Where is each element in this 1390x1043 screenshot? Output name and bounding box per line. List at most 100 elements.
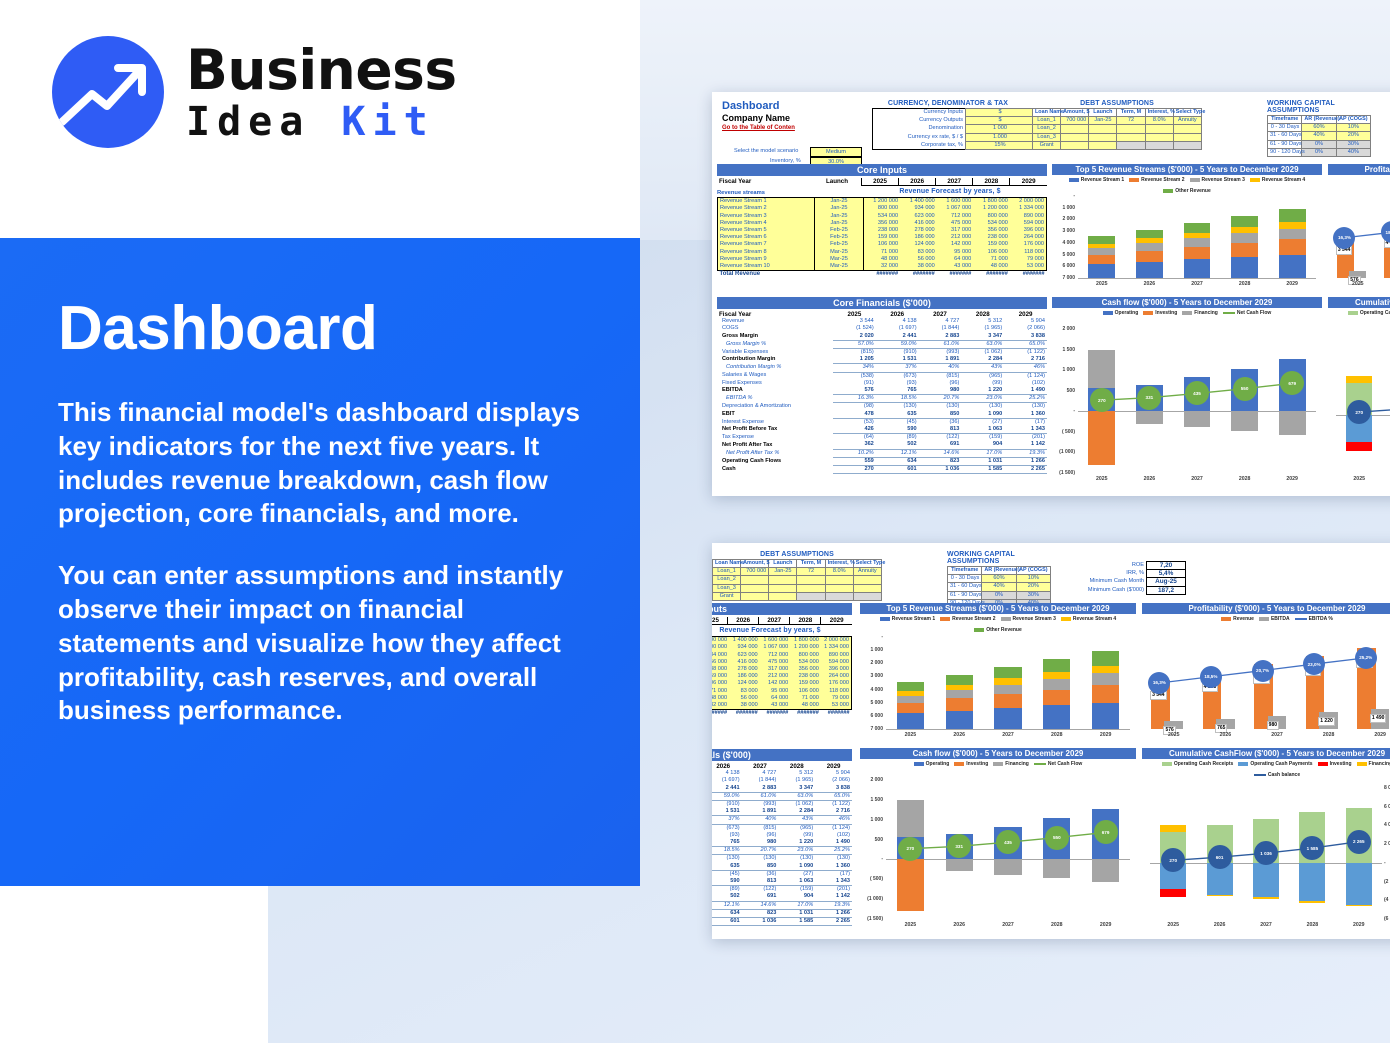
debt-cell[interactable]: Grant	[1031, 140, 1062, 151]
revenue-stream-value[interactable]: 71 000	[790, 694, 821, 703]
debt-cell[interactable]: 8.0%	[824, 567, 854, 577]
revenue-stream-name[interactable]: Revenue Stream 1	[717, 197, 815, 206]
wc-cell[interactable]: 10%	[1335, 123, 1372, 133]
revenue-stream-value[interactable]: 2 000 000	[820, 636, 852, 645]
currency-row-value[interactable]: 15%	[965, 140, 1035, 151]
currency-row-value[interactable]: 1 000	[965, 124, 1035, 134]
wc-cell[interactable]: 0%	[1301, 147, 1337, 158]
wc-cell[interactable]: 40%	[981, 582, 1017, 592]
revenue-stream-value[interactable]: 1 800 000	[790, 636, 821, 645]
revenue-stream-value[interactable]: 106 000	[790, 687, 821, 695]
revenue-stream-value[interactable]: 56 000	[729, 694, 760, 703]
revenue-stream-value[interactable]: 95 000	[936, 248, 974, 256]
wc-cell[interactable]: 0%	[1301, 139, 1337, 149]
debt-cell[interactable]	[824, 583, 854, 593]
revenue-stream-value[interactable]: 142 000	[759, 680, 791, 688]
revenue-stream-value[interactable]: 53 000	[820, 702, 852, 711]
debt-cell[interactable]	[1088, 124, 1118, 134]
revenue-stream-value[interactable]: 264 000	[820, 673, 852, 681]
revenue-stream-name[interactable]: Revenue Stream 3	[717, 212, 815, 220]
revenue-stream-value[interactable]: 79 000	[1009, 255, 1047, 264]
revenue-stream-value[interactable]: 475 000	[759, 658, 791, 667]
revenue-stream-value[interactable]: 475 000	[936, 219, 974, 228]
revenue-stream-value[interactable]: 800 000	[790, 651, 821, 659]
revenue-stream-launch[interactable]: Jan-25	[814, 205, 864, 213]
revenue-stream-value[interactable]: 623 000	[900, 212, 937, 220]
revenue-stream-value[interactable]: 43 000	[759, 702, 791, 711]
revenue-stream-value[interactable]: 534 000	[790, 658, 821, 667]
revenue-stream-value[interactable]: 534 000	[712, 651, 730, 659]
debt-cell[interactable]	[768, 575, 798, 585]
debt-cell[interactable]: Loan_3	[712, 583, 742, 593]
revenue-stream-value[interactable]: 124 000	[729, 680, 760, 688]
debt-cell[interactable]: Loan_3	[1031, 132, 1062, 142]
revenue-stream-value[interactable]: 396 000	[820, 666, 852, 674]
debt-cell[interactable]	[824, 591, 854, 602]
revenue-stream-value[interactable]: 800 000	[973, 212, 1010, 220]
revenue-stream-value[interactable]: 64 000	[936, 255, 974, 264]
revenue-stream-name[interactable]: Revenue Stream 5	[717, 227, 815, 235]
revenue-stream-value[interactable]: 317 000	[759, 666, 791, 674]
revenue-stream-value[interactable]: 186 000	[900, 234, 937, 242]
scenario-value[interactable]: Medium	[810, 147, 862, 157]
debt-cell[interactable]	[796, 575, 826, 585]
debt-cell[interactable]	[852, 591, 883, 602]
debt-cell[interactable]: Jan-25	[1088, 116, 1118, 126]
wc-cell[interactable]: 60%	[1301, 123, 1337, 133]
revenue-stream-value[interactable]: 1 600 000	[936, 197, 974, 206]
revenue-stream-value[interactable]: 118 000	[820, 687, 852, 695]
revenue-stream-value[interactable]: 95 000	[759, 687, 791, 695]
table-of-contents-link[interactable]: Go to the Table of Conten	[722, 125, 795, 131]
wc-cell[interactable]: 20%	[1335, 131, 1372, 141]
debt-cell[interactable]: Annuity	[852, 567, 883, 577]
debt-cell[interactable]	[768, 583, 798, 593]
debt-cell[interactable]	[1172, 132, 1203, 142]
revenue-stream-value[interactable]: 212 000	[936, 234, 974, 242]
revenue-stream-value[interactable]: 83 000	[900, 248, 937, 256]
revenue-stream-value[interactable]: 71 000	[973, 255, 1010, 264]
revenue-stream-value[interactable]: 186 000	[729, 673, 760, 681]
revenue-stream-value[interactable]: 1 067 000	[936, 205, 974, 213]
revenue-stream-value[interactable]: 106 000	[863, 241, 901, 249]
revenue-stream-value[interactable]: 1 400 000	[900, 197, 937, 206]
debt-cell[interactable]	[1144, 132, 1174, 142]
revenue-stream-launch[interactable]: Mar-25	[814, 248, 864, 256]
revenue-stream-value[interactable]: 159 000	[973, 241, 1010, 249]
revenue-stream-value[interactable]: 71 000	[863, 248, 901, 256]
debt-cell[interactable]	[1116, 124, 1146, 134]
revenue-stream-value[interactable]: 1 200 000	[712, 636, 730, 645]
revenue-stream-name[interactable]: Revenue Stream 8	[717, 248, 815, 256]
currency-row-value[interactable]: 1.000	[965, 132, 1035, 142]
debt-cell[interactable]	[852, 575, 883, 585]
revenue-stream-value[interactable]: 534 000	[863, 212, 901, 220]
revenue-stream-value[interactable]: 890 000	[1009, 212, 1047, 220]
currency-row-value[interactable]: $	[965, 107, 1035, 118]
revenue-stream-value[interactable]: 1 800 000	[973, 197, 1010, 206]
debt-cell[interactable]	[740, 591, 770, 602]
revenue-stream-launch[interactable]: Jan-25	[814, 197, 864, 206]
debt-cell[interactable]: 700 000	[1060, 116, 1090, 126]
wc-cell[interactable]: 20%	[1015, 582, 1052, 592]
revenue-stream-value[interactable]: 106 000	[712, 680, 730, 688]
debt-cell[interactable]: Loan_1	[1031, 116, 1062, 126]
revenue-stream-value[interactable]: 356 000	[790, 666, 821, 674]
currency-row-value[interactable]: $	[965, 116, 1035, 126]
revenue-stream-value[interactable]: 712 000	[936, 212, 974, 220]
revenue-stream-value[interactable]: 176 000	[820, 680, 852, 688]
revenue-stream-value[interactable]: 278 000	[900, 227, 937, 235]
revenue-stream-name[interactable]: Revenue Stream 10	[717, 263, 815, 272]
revenue-stream-value[interactable]: 356 000	[973, 227, 1010, 235]
revenue-stream-value[interactable]: 1 067 000	[759, 644, 791, 652]
revenue-stream-value[interactable]: 212 000	[759, 673, 791, 681]
revenue-stream-value[interactable]: 1 600 000	[759, 636, 791, 645]
wc-cell[interactable]: 0%	[981, 590, 1017, 600]
revenue-stream-name[interactable]: Revenue Stream 7	[717, 241, 815, 249]
revenue-stream-value[interactable]: 800 000	[712, 644, 730, 652]
debt-cell[interactable]: Grant	[712, 591, 742, 602]
debt-cell[interactable]	[796, 591, 826, 602]
revenue-stream-value[interactable]: 118 000	[1009, 248, 1047, 256]
revenue-stream-launch[interactable]: Feb-25	[814, 227, 864, 235]
revenue-stream-launch[interactable]: Mar-25	[814, 255, 864, 264]
revenue-stream-value[interactable]: 159 000	[790, 680, 821, 688]
revenue-stream-value[interactable]: 48 000	[863, 255, 901, 264]
